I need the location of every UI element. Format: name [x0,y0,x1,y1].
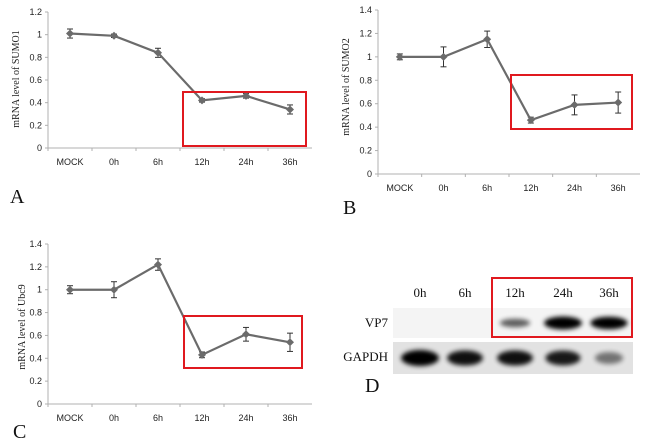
y-tick-label: 0 [37,399,42,409]
y-tick-label: 1.4 [359,5,372,15]
x-tick-label: 12h [194,413,209,423]
x-tick-label: 12h [194,157,209,167]
y-tick-label: 1 [37,285,42,295]
y-tick-label: 0.8 [29,52,42,62]
y-tick-label: 0.4 [29,98,42,108]
data-point [242,91,250,100]
blot-band [499,318,531,328]
series-line [69,32,291,111]
blot-band [401,350,439,366]
data-point [483,35,492,44]
panel-label: C [13,421,26,443]
blot-band [545,350,581,366]
y-tick-label: 0.4 [29,353,42,363]
lane-label: 6h [459,285,473,300]
data-point [154,48,162,57]
y-axis-label: mRNA level of Ubc9 [17,284,28,369]
y-tick-label: 0.4 [359,122,372,132]
chart-sumo2: mRNA level of SUMO2 0 0.2 0.4 0.6 0.8 1 1.2 1.4… [341,5,640,219]
x-tick-label: 24h [567,183,582,193]
panel-label: B [343,197,356,219]
data-point [66,29,74,38]
blot-band [544,316,582,330]
data-point [570,100,579,109]
y-tick-label: 1.2 [359,28,372,38]
data-point [110,285,118,294]
data-point [526,116,535,125]
x-tick-label: 36h [282,157,297,167]
row-label: VP7 [365,315,389,330]
x-tick-label: 0h [109,413,119,423]
lane-label: 24h [553,285,573,300]
y-axis-label: mRNA level of SUMO1 [11,30,22,128]
series-line [70,263,291,357]
x-tick-label: MOCK [386,183,413,193]
blot-band [497,350,533,366]
y-tick-label: 1 [37,30,42,40]
x-tick-label: 6h [153,157,163,167]
y-axis-label: mRNA level of SUMO2 [341,38,352,136]
chart-ubc9: mRNA level of Ubc9 00.20.40.60.811.21.4 … [13,239,312,443]
highlight-box [510,74,633,130]
row-label: GAPDH [343,349,388,364]
data-point [286,338,294,347]
lane-label: 0h [414,285,428,300]
chart-sumo1: mRNA level of SUMO1 0 0.2 0.4 0.6 0.8 1 1.2 MO… [10,7,312,208]
highlight-box [491,277,633,338]
data-point [614,98,623,107]
y-tick-label: 0.8 [29,308,42,318]
data-point [198,350,206,359]
y-tick-label: 1.2 [29,262,42,272]
y-tick-label: 1 [367,52,372,62]
y-tick-label: 0.6 [29,75,42,85]
y-tick-label: 1.4 [29,239,42,249]
y-tick-label: 0 [37,143,42,153]
blot-band [594,352,624,364]
x-tick-label: 24h [238,157,253,167]
y-tick-label: 0.8 [359,75,372,85]
lane-label: 36h [599,285,619,300]
data-point [395,52,404,61]
x-tick-label: 0h [109,157,119,167]
x-tick-label: 36h [611,183,626,193]
x-tick-label: 6h [153,413,163,423]
blot-band [590,316,628,330]
x-tick-label: 0h [438,183,448,193]
x-tick-label: 6h [482,183,492,193]
y-tick-label: 0.2 [29,376,42,386]
data-point [286,105,294,114]
highlight-box [182,91,307,147]
y-tick-label: 0.2 [29,120,42,130]
data-point [66,285,74,294]
lane-label: 12h [505,285,525,300]
x-tick-label: MOCK [57,157,84,167]
x-tick-label: 12h [523,183,538,193]
western-blot: 0h 6h 12h 24h 36h VP7 GAPDH D [343,277,633,397]
x-tick-label: MOCK [57,413,84,423]
data-point [110,31,118,40]
panel-label: A [10,186,25,208]
x-tick-label: 36h [282,413,297,423]
data-point [154,260,162,269]
y-tick-label: 0.6 [29,330,42,340]
data-point [242,330,250,339]
y-tick-label: 0.2 [359,146,372,156]
y-tick-label: 1.2 [29,7,42,17]
blot-band [447,350,483,366]
x-tick-label: 24h [238,413,253,423]
y-tick-label: 0 [367,169,372,179]
data-point [439,52,448,61]
y-tick-label: 0.6 [359,99,372,109]
data-point [198,96,206,105]
series-line [399,37,619,122]
panel-label: D [365,375,379,397]
highlight-box [183,315,303,369]
